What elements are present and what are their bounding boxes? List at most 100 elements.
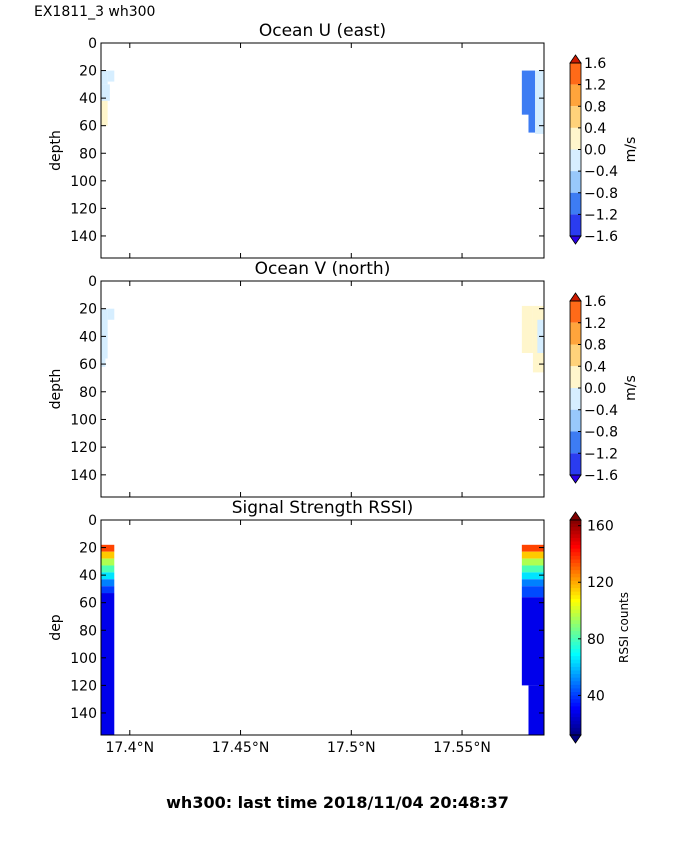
- data-cell: [535, 70, 544, 134]
- colorbar-band: [570, 727, 581, 733]
- data-cell: [521, 544, 544, 552]
- colorbar-tick-label: −0.8: [584, 425, 618, 441]
- colorbar-band: [570, 684, 581, 690]
- colorbar-tick-label: 0.4: [584, 359, 606, 375]
- colorbar-band: [570, 720, 581, 725]
- data-cell: [521, 70, 529, 115]
- colorbar-band: [570, 63, 581, 85]
- colorbar-band: [570, 595, 581, 600]
- colorbar-band: [570, 713, 581, 718]
- data-cell: [101, 358, 106, 367]
- colorbar-band: [570, 709, 581, 715]
- colorbar-extend-max: [569, 54, 582, 64]
- plot-frame: [100, 280, 545, 498]
- plot-area: [101, 281, 544, 497]
- colorbar-band: [570, 588, 581, 593]
- colorbar-tick-label: 80: [587, 632, 605, 648]
- panel-title: Ocean V (north): [255, 259, 391, 279]
- y-tick-label: 0: [88, 274, 97, 290]
- colorbar-band: [570, 149, 581, 172]
- colorbar-band: [570, 717, 581, 722]
- colorbar-tick-label: 1.6: [584, 56, 606, 72]
- data-cell: [521, 551, 544, 559]
- colorbar-band: [570, 127, 581, 150]
- colorbar-band: [570, 606, 581, 611]
- colorbar-band: [570, 84, 581, 107]
- colorbar-label: RSSI counts: [617, 592, 631, 663]
- data-cell: [101, 572, 115, 580]
- colorbar-band: [570, 171, 581, 193]
- colorbar-tick-label: 120: [587, 575, 614, 591]
- y-tick-label: 120: [70, 678, 97, 694]
- plot-frame: [100, 42, 545, 259]
- colorbar-frame: [569, 62, 582, 237]
- colorbar-band: [570, 214, 581, 236]
- colorbar-label: m/s: [623, 137, 639, 163]
- colorbar-label: m/s: [623, 375, 639, 401]
- colorbar-band: [570, 548, 581, 553]
- y-tick-label: 60: [79, 357, 97, 373]
- data-cell: [528, 685, 544, 735]
- y-tick-label: 40: [79, 329, 97, 345]
- colorbar-tick-label: −0.4: [584, 403, 618, 419]
- colorbar-extend-min: [569, 734, 582, 744]
- data-cell: [521, 586, 544, 598]
- colorbar-band: [570, 677, 581, 682]
- panel-title: Ocean U (east): [259, 21, 386, 41]
- colorbar-band: [570, 301, 581, 323]
- colorbar-band: [570, 344, 581, 367]
- colorbar-band: [570, 627, 581, 632]
- colorbar-band: [570, 681, 581, 686]
- y-tick-label: 140: [70, 706, 97, 722]
- colorbar-tick-label: 0.0: [584, 143, 606, 159]
- colorbar-band: [570, 388, 581, 410]
- colorbar-band: [570, 731, 581, 736]
- colorbar-band: [570, 663, 581, 668]
- colorbar-extend-max: [569, 292, 582, 302]
- footer-status: wh300: last time 2018/11/04 20:48:37: [166, 793, 509, 812]
- plot-area: [101, 43, 544, 258]
- colorbar-band: [570, 659, 581, 664]
- y-tick-label: 0: [88, 36, 97, 52]
- colorbar-band: [570, 580, 581, 586]
- colorbar-band: [570, 409, 581, 432]
- colorbar-tick-label: −1.6: [584, 229, 618, 245]
- colorbar-tick-label: 0.8: [584, 338, 606, 354]
- colorbar-tick-label: 1.6: [584, 294, 606, 310]
- data-cell: [101, 551, 115, 559]
- x-tick-label: 17.55°N: [433, 740, 491, 756]
- y-tick-label: 20: [79, 302, 97, 318]
- colorbar-band: [570, 552, 581, 557]
- colorbar-band: [570, 527, 581, 532]
- colorbar-band: [570, 634, 581, 639]
- plot-frame: [100, 519, 545, 736]
- colorbar-tick-label: −1.2: [584, 207, 618, 223]
- colorbar-band: [570, 559, 581, 564]
- colorbar-band: [570, 638, 581, 643]
- colorbar-band: [570, 453, 581, 475]
- data-cell: [528, 70, 536, 133]
- colorbar-band: [570, 670, 581, 675]
- y-tick-label: 100: [70, 651, 97, 667]
- data-cell: [101, 308, 108, 359]
- y-tick-label: 100: [70, 174, 97, 190]
- colorbar-tick-label: 0.0: [584, 381, 606, 397]
- data-cell: [521, 597, 544, 686]
- colorbar-band: [570, 530, 581, 535]
- data-cell: [101, 593, 115, 735]
- colorbar-band: [570, 573, 581, 578]
- colorbar-band: [570, 570, 581, 575]
- data-cell: [107, 70, 115, 82]
- colorbar-band: [570, 631, 581, 636]
- colorbar-band: [570, 674, 581, 679]
- data-cell: [101, 558, 115, 566]
- y-tick-label: 40: [79, 91, 97, 107]
- colorbar: 1.6 1.2 0.8 0.4 0.0 −0.4 −0.8 −1.2 −1.6 m/s: [569, 54, 639, 245]
- colorbar-tick-label: 40: [587, 688, 605, 704]
- colorbar-band: [570, 545, 581, 550]
- colorbar-tick-label: −1.6: [584, 468, 618, 484]
- panel-2: Ocean V (north) 0 20 40 60 80 100 120 140 depth 1.…: [48, 259, 639, 498]
- data-cell: [521, 558, 544, 566]
- y-tick-label: 40: [79, 568, 97, 584]
- y-tick-label: 120: [70, 440, 97, 456]
